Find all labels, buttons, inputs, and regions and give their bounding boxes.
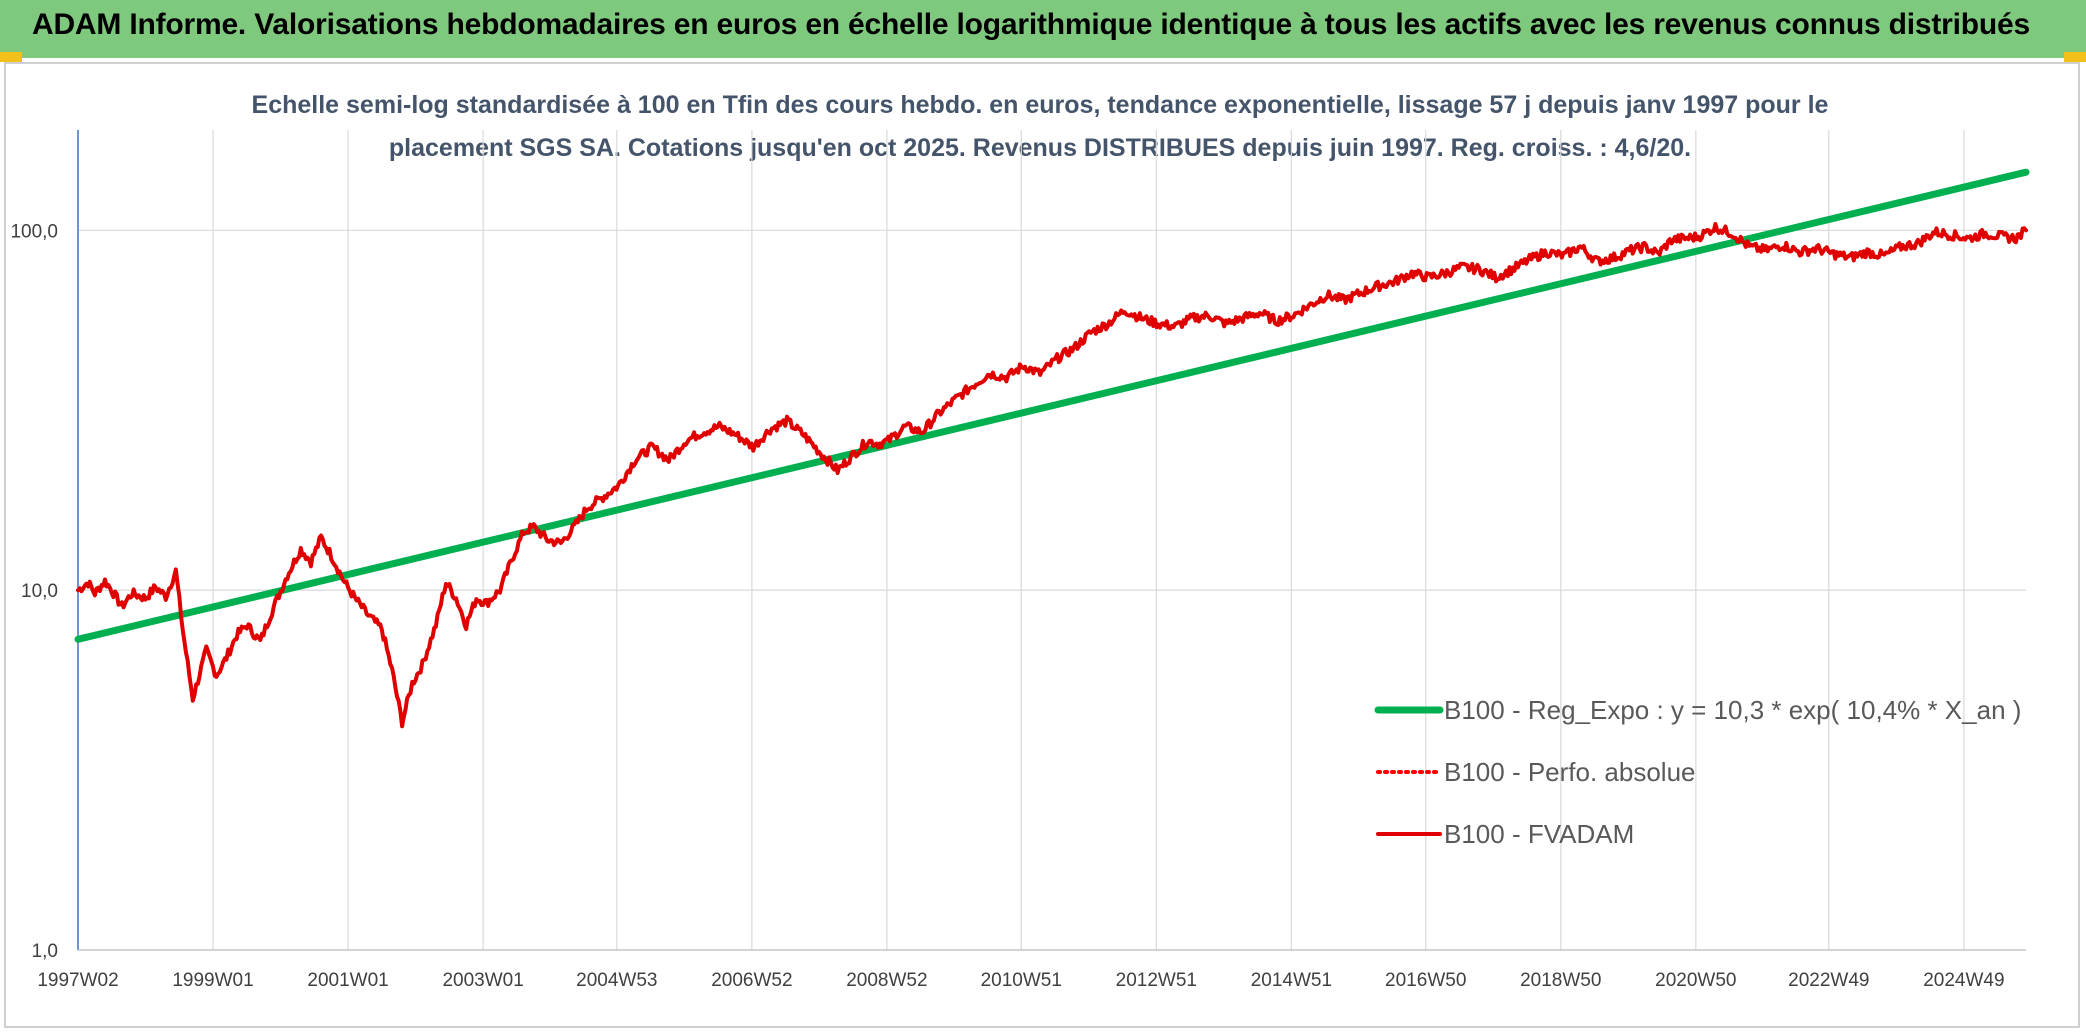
- header-banner: ADAM Informe. Valorisations hebdomadaire…: [0, 0, 2086, 58]
- corner-mark-left: [0, 52, 22, 62]
- x-tick-label: 2004W53: [576, 970, 657, 991]
- x-tick-label: 1997W02: [37, 970, 118, 991]
- corner-mark-right: [2064, 52, 2086, 62]
- x-tick-label: 2010W51: [981, 970, 1062, 991]
- chart-subtitle-line1: Echelle semi-log standardisée à 100 en T…: [251, 91, 1829, 119]
- chart-frame: [4, 62, 2080, 1028]
- axis-layer: 1997W02 1999W01 2001W01 2003W01 2004W53 2006W…: [10, 130, 2026, 991]
- chart-subtitle-line2: placement SGS SA. Cotations jusqu'en oct…: [388, 134, 1692, 162]
- legend-layer: B100 - Reg_Expo : y = 10,3 * exp( 10,4% …: [1374, 695, 2021, 849]
- x-tick-label: 2001W01: [307, 970, 388, 991]
- x-tick-label: 2016W50: [1385, 970, 1466, 991]
- legend-label-0: B100 - Reg_Expo : y = 10,3 * exp( 10,4% …: [1444, 695, 2021, 725]
- x-tick-label: 2020W50: [1655, 970, 1736, 991]
- x-tick-label: 2014W51: [1251, 970, 1332, 991]
- series-layer: [74, 168, 2030, 729]
- x-tick-label: 2018W50: [1520, 970, 1601, 991]
- y-tick-label: 100,0: [10, 221, 58, 242]
- grid-layer: [77, 130, 2026, 951]
- series-line-2: [76, 222, 2028, 729]
- y-tick-label: 10,0: [21, 581, 58, 602]
- x-tick-label: 2008W52: [846, 970, 927, 991]
- x-tick-label: 2006W52: [711, 970, 792, 991]
- x-tick-label: 2012W51: [1116, 970, 1197, 991]
- report-title: ADAM Informe. Valorisations hebdomadaire…: [32, 8, 2030, 41]
- x-tick-label: 2024W49: [1923, 970, 2004, 991]
- series-line-0: [74, 168, 2030, 643]
- legend-label-1: B100 - Perfo. absolue: [1444, 757, 1696, 787]
- y-tick-label: 1,0: [32, 941, 58, 962]
- legend-label-2: B100 - FVADAM: [1444, 819, 1634, 849]
- x-tick-label: 2022W49: [1788, 970, 1869, 991]
- x-tick-label: 2003W01: [442, 970, 523, 991]
- x-tick-label: 1999W01: [172, 970, 253, 991]
